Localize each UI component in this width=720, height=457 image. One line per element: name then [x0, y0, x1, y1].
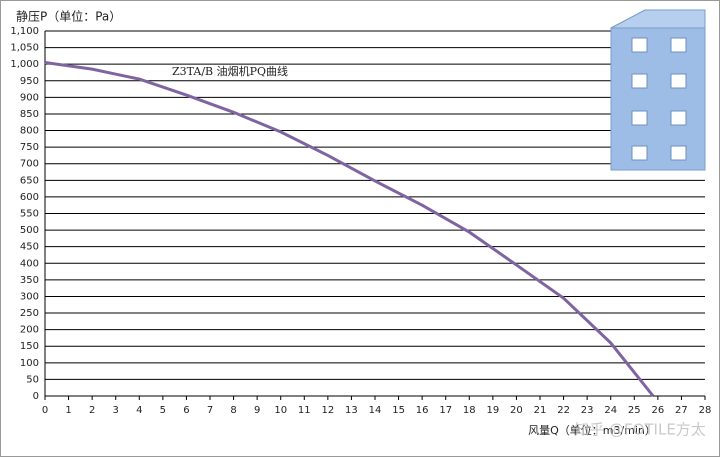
x-tick-label: 15: [392, 405, 405, 416]
x-tick-label: 24: [604, 405, 617, 416]
x-tick-label: 1: [65, 405, 71, 416]
y-tick-label: 750: [20, 142, 39, 153]
y-tick-label: 100: [20, 358, 39, 369]
x-tick-label: 21: [534, 405, 547, 416]
x-tick-label: 11: [298, 405, 311, 416]
x-tick-label: 18: [463, 405, 476, 416]
x-axis-title: 风量Q（单位：m3/min）: [528, 423, 656, 437]
x-tick-label: 9: [254, 405, 260, 416]
watermark: 知乎 @FOTILE方太: [574, 421, 706, 439]
y-tick-label: 450: [20, 242, 39, 253]
y-tick-label: 0: [33, 391, 39, 402]
y-tick-label: 1,000: [10, 59, 39, 70]
x-tick-label: 19: [486, 405, 499, 416]
x-tick-label: 12: [321, 405, 334, 416]
y-tick-label: 1,050: [10, 43, 39, 54]
x-tick-label: 20: [510, 405, 523, 416]
building-icon: [610, 9, 706, 171]
y-tick-label: 150: [20, 341, 39, 352]
x-tick-label: 23: [581, 405, 594, 416]
y-tick-label: 800: [20, 126, 39, 137]
x-tick-label: 22: [557, 405, 570, 416]
y-tick-label: 700: [20, 159, 39, 170]
x-tick-label: 27: [675, 405, 688, 416]
x-tick-label: 7: [207, 405, 213, 416]
x-tick-label: 16: [416, 405, 429, 416]
y-tick-label: 950: [20, 76, 39, 87]
x-tick-label: 25: [628, 405, 641, 416]
x-tick-label: 0: [42, 405, 48, 416]
y-tick-label: 1,100: [10, 26, 39, 37]
x-tick-label: 13: [345, 405, 358, 416]
x-tick-label: 14: [369, 405, 382, 416]
x-tick-label: 26: [651, 405, 664, 416]
y-tick-label: 200: [20, 325, 39, 336]
x-tick-label: 4: [136, 405, 142, 416]
x-tick-label: 5: [160, 405, 166, 416]
series-line: [44, 61, 655, 397]
x-tick-label: 3: [113, 405, 119, 416]
y-tick-label: 600: [20, 192, 39, 203]
y-tick-label: 500: [20, 225, 39, 236]
x-tick-label: 17: [439, 405, 452, 416]
x-tick-label: 2: [89, 405, 95, 416]
x-tick-label: 28: [699, 405, 712, 416]
y-tick-label: 650: [20, 175, 39, 186]
x-tick-label: 6: [183, 405, 189, 416]
y-tick-label: 250: [20, 308, 39, 319]
x-tick-label: 10: [274, 405, 287, 416]
y-axis-title: 静压P（单位：Pa）: [16, 9, 121, 24]
y-tick-label: 300: [20, 291, 39, 302]
y-tick-label: 350: [20, 275, 39, 286]
y-tick-label: 900: [20, 92, 39, 103]
y-tick-label: 850: [20, 109, 39, 120]
y-tick-label: 550: [20, 209, 39, 220]
y-tick-label: 50: [26, 374, 39, 385]
x-tick-label: 8: [230, 405, 236, 416]
annotation: Z3TA/B 油烟机PQ曲线: [172, 64, 288, 78]
y-tick-label: 400: [20, 258, 39, 269]
